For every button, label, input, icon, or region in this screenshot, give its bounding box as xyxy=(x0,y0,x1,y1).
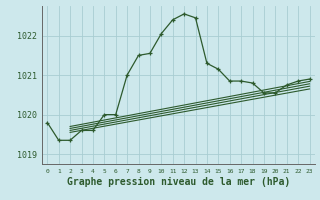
X-axis label: Graphe pression niveau de la mer (hPa): Graphe pression niveau de la mer (hPa) xyxy=(67,177,290,187)
